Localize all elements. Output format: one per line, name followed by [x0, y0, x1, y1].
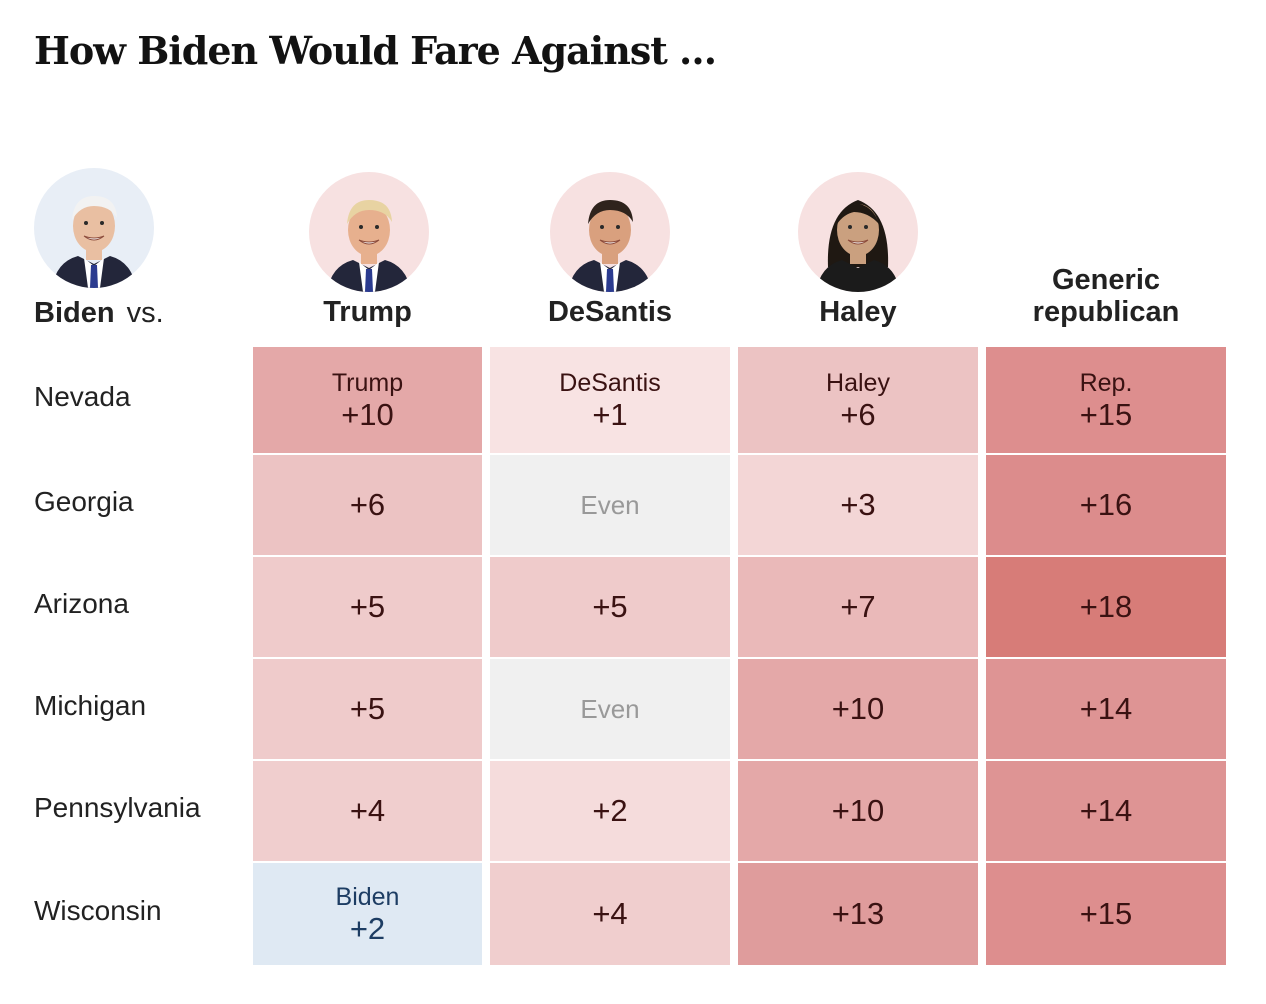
- result-cell-wisconsin-desantis: +4: [490, 863, 730, 965]
- cell-margin-value: +6: [840, 397, 876, 432]
- result-cell-arizona-haley: +7: [738, 557, 978, 657]
- trump-photo: [309, 172, 429, 292]
- state-label-georgia: Georgia: [34, 486, 134, 517]
- result-cell-pennsylvania-trump: +4: [253, 761, 482, 861]
- cell-leader-label: Rep.: [1079, 369, 1133, 397]
- result-cell-pennsylvania-desantis: +2: [490, 761, 730, 861]
- cell-margin-value: +3: [840, 487, 876, 522]
- result-cell-pennsylvania-haley: +10: [738, 761, 978, 861]
- vs-text: vs.: [126, 297, 164, 329]
- result-cell-arizona-generic-republican: +18: [986, 557, 1226, 657]
- cell-margin-value: +4: [349, 793, 386, 828]
- result-cell-arizona-desantis: +5: [490, 557, 730, 657]
- column-header-trump: Trump: [323, 296, 412, 328]
- cell-margin-value: +5: [349, 691, 386, 726]
- cell-margin-value: +1: [592, 397, 628, 432]
- column-header-haley: Haley: [819, 296, 897, 328]
- cell-leader-label: DeSantis: [559, 369, 661, 397]
- cell-margin-value: +10: [341, 397, 394, 432]
- cell-margin-value: +15: [1079, 397, 1133, 432]
- result-cell-georgia-haley: +3: [738, 455, 978, 555]
- cell-margin-value: +18: [1079, 589, 1133, 624]
- cell-margin-value: Even: [580, 490, 640, 520]
- result-cell-wisconsin-generic-republican: +15: [986, 863, 1226, 965]
- cell-margin-value: Even: [580, 694, 640, 724]
- result-cell-wisconsin-trump: Biden +2: [253, 863, 482, 965]
- column-header-generic-republican: Generic republican: [1032, 264, 1180, 328]
- result-cell-arizona-trump: +5: [253, 557, 482, 657]
- cell-margin-value: +15: [1079, 896, 1133, 931]
- state-label-michigan: Michigan: [34, 690, 147, 721]
- result-cell-georgia-generic-republican: +16: [986, 455, 1226, 555]
- result-cell-nevada-generic-republican: Rep. +15: [986, 347, 1226, 453]
- desantis-photo: [550, 172, 670, 292]
- chart-title: How Biden Would Fare Against …: [34, 28, 717, 73]
- cell-margin-value: +4: [592, 896, 628, 931]
- result-cell-pennsylvania-generic-republican: +14: [986, 761, 1226, 861]
- biden-name: Biden: [34, 297, 115, 329]
- state-label-wisconsin: Wisconsin: [34, 895, 162, 926]
- cell-margin-value: +7: [840, 589, 876, 624]
- result-cell-nevada-trump: Trump +10: [253, 347, 482, 453]
- biden-vs-label: Biden vs.: [34, 296, 164, 330]
- state-label-nevada: Nevada: [34, 381, 131, 412]
- result-cell-michigan-desantis: Even: [490, 659, 730, 759]
- cell-leader-label: Haley: [826, 369, 890, 397]
- cell-margin-value: +16: [1079, 487, 1133, 522]
- cell-margin-value: +13: [831, 896, 885, 931]
- cell-margin-value: +2: [349, 911, 386, 946]
- result-cell-georgia-desantis: Even: [490, 455, 730, 555]
- result-cell-michigan-generic-republican: +14: [986, 659, 1226, 759]
- state-label-arizona: Arizona: [34, 588, 129, 619]
- cell-margin-value: +5: [349, 589, 386, 624]
- cell-leader-label: Biden: [335, 883, 400, 911]
- state-label-pennsylvania: Pennsylvania: [34, 792, 201, 823]
- cell-margin-value: +2: [592, 793, 628, 828]
- cell-margin-value: +10: [831, 691, 885, 726]
- result-cell-michigan-trump: +5: [253, 659, 482, 759]
- cell-leader-label: Trump: [331, 369, 404, 397]
- column-header-desantis: DeSantis: [547, 296, 673, 328]
- biden-photo: [34, 168, 154, 288]
- cell-margin-value: +10: [831, 793, 885, 828]
- result-cell-nevada-desantis: DeSantis +1: [490, 347, 730, 453]
- result-cell-michigan-haley: +10: [738, 659, 978, 759]
- result-cell-georgia-trump: +6: [253, 455, 482, 555]
- haley-photo: [798, 172, 918, 292]
- result-cell-nevada-haley: Haley +6: [738, 347, 978, 453]
- cell-margin-value: +6: [349, 487, 386, 522]
- cell-margin-value: +14: [1079, 793, 1133, 828]
- result-cell-wisconsin-haley: +13: [738, 863, 978, 965]
- cell-margin-value: +5: [592, 589, 628, 624]
- cell-margin-value: +14: [1079, 691, 1133, 726]
